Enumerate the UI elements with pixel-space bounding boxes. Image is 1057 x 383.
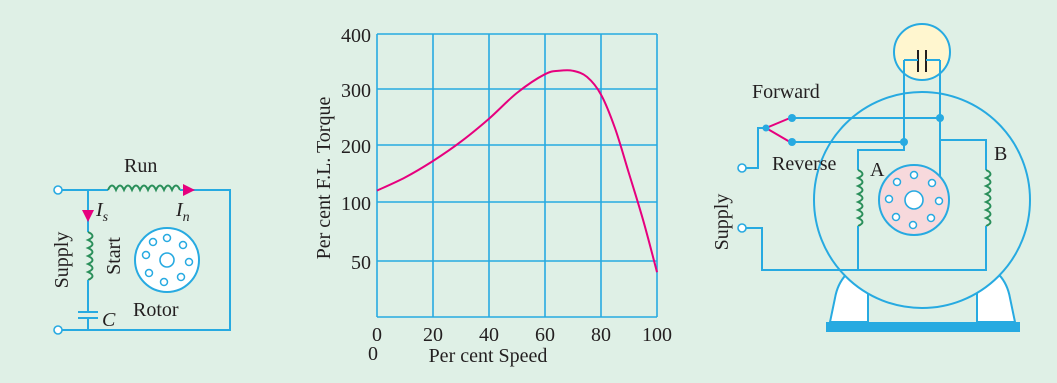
torque-speed-chart: 0 20 40 60 80 100 50 100 200 300 400 Per cent F.L.… (313, 25, 672, 367)
junction-b (936, 114, 944, 122)
common-bottom-wire (858, 230, 987, 271)
supply-terminal-bottom (53, 325, 63, 335)
switch-arm-reverse (765, 127, 791, 143)
is-label-main: I (95, 199, 104, 221)
capacitor-label: C (102, 309, 116, 331)
run-label: Run (124, 155, 157, 177)
is-label: Is (95, 199, 109, 225)
start-winding (85, 231, 94, 281)
supply-label-left: Supply (51, 232, 73, 289)
x-tick-label: 60 (535, 324, 555, 346)
x-tick-label: 0 (372, 324, 382, 346)
origin-label: 0 (368, 343, 378, 365)
y-tick-label: 200 (341, 136, 371, 158)
y-tick-label: 300 (341, 80, 371, 102)
winding-b (983, 169, 992, 227)
reverse-contact (788, 138, 796, 146)
supply-terminal-right-top (737, 163, 747, 173)
in-label: In (175, 199, 190, 225)
winding-b-top-wire (939, 118, 987, 170)
x-tick-label: 80 (591, 324, 611, 346)
torque-curve (376, 69, 658, 273)
capacitor-bubble (893, 23, 951, 81)
y-tick-label: 50 (351, 252, 371, 274)
y-tick-label: 400 (341, 25, 371, 47)
motor-base (826, 322, 1020, 332)
reversing-motor-circuit: Forward Reverse Supply A B (711, 23, 1031, 332)
is-arrow (82, 210, 94, 222)
is-label-sub: s (103, 210, 109, 225)
y-axis-label: Per cent F.L. Torque (313, 97, 335, 260)
winding-a (855, 169, 864, 227)
supply-label-right: Supply (711, 194, 733, 251)
y-tick-label: 100 (341, 193, 371, 215)
x-tick-label: 100 (642, 324, 672, 346)
in-label-sub: n (183, 210, 190, 225)
supply-bottom-wire (742, 227, 859, 271)
capacitor-plates (78, 311, 98, 319)
motor-rotor (878, 164, 950, 236)
x-tick-label: 20 (423, 324, 443, 346)
chart-grid (376, 33, 658, 318)
split-phase-circuit: Run Supply Start Is In C Rotor (51, 155, 231, 335)
start-label: Start (103, 237, 125, 275)
chart-ticks: 0 20 40 60 80 100 50 100 200 300 400 (341, 25, 672, 346)
supply-top-wire (742, 127, 766, 169)
forward-label: Forward (752, 81, 820, 103)
rotor-label: Rotor (133, 299, 179, 321)
wire-run-loop (62, 189, 231, 331)
in-arrow (183, 184, 195, 196)
rotor-symbol (134, 227, 200, 293)
switch-pivot (762, 124, 770, 132)
forward-contact (788, 114, 796, 122)
x-tick-label: 40 (479, 324, 499, 346)
supply-terminal-right-bottom (737, 223, 747, 233)
x-axis-label: Per cent Speed (429, 345, 548, 367)
supply-terminal-top (53, 185, 63, 195)
reverse-label: Reverse (772, 153, 837, 175)
winding-b-label: B (994, 143, 1007, 165)
run-winding (107, 184, 181, 193)
junction-a (900, 138, 908, 146)
winding-a-label: A (870, 159, 885, 181)
switch-arm-forward (765, 117, 791, 129)
in-label-main: I (175, 199, 184, 221)
